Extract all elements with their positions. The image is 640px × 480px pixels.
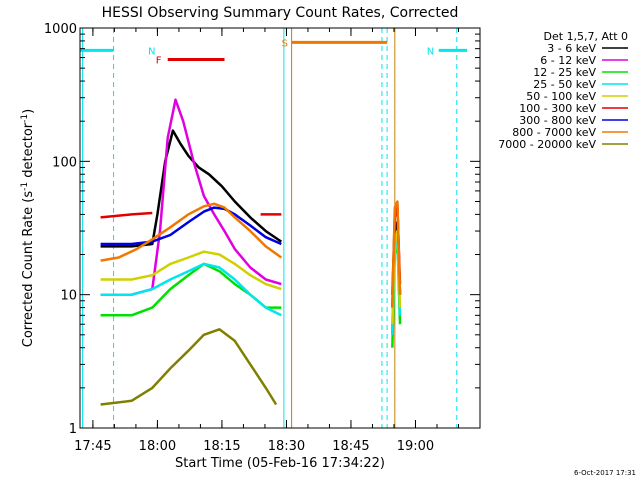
legend-label-2: 12 - 25 keV xyxy=(533,66,596,79)
legend-title: Det 1,5,7, Att 0 xyxy=(544,30,628,43)
series-line-0-seg-0 xyxy=(100,129,283,248)
x-tick-label-0: 17:45 xyxy=(74,439,111,454)
flag-label-1: N xyxy=(427,46,434,57)
legend-label-1: 6 - 12 keV xyxy=(540,54,596,67)
plot-frame xyxy=(79,27,481,429)
y-tick-label-2: 100 xyxy=(52,155,77,170)
legend-label-8: 7000 - 20000 keV xyxy=(498,138,596,151)
series-line-5-seg-0 xyxy=(100,211,153,219)
legend-label-0: 3 - 6 keV xyxy=(547,42,596,55)
flag-label-0: N xyxy=(148,46,155,57)
y-tick-label-1: 10 xyxy=(60,289,77,304)
chart-title: HESSI Observing Summary Count Rates, Cor… xyxy=(102,5,459,21)
series-line-3-seg-0 xyxy=(100,262,282,317)
series-line-7-seg-1 xyxy=(391,200,402,308)
x-tick-label-4: 18:45 xyxy=(332,439,369,454)
x-axis-label: Start Time (05-Feb-16 17:34:22) xyxy=(175,456,385,471)
legend-label-6: 300 - 800 keV xyxy=(519,114,596,127)
legend-label-4: 50 - 100 keV xyxy=(526,90,596,103)
y-tick-label-0: 1 xyxy=(69,422,77,437)
x-tick-label-5: 19:00 xyxy=(397,439,434,454)
y-axis: 1 10 100 1000 xyxy=(44,22,480,437)
flag-label-3: S xyxy=(282,38,288,49)
series-line-7-seg-0 xyxy=(100,202,283,262)
legend-label-3: 25 - 50 keV xyxy=(533,78,596,91)
series-line-8-seg-0 xyxy=(100,328,278,406)
flag-label-2: F xyxy=(156,56,162,67)
legend-label-7: 800 - 7000 keV xyxy=(512,126,596,139)
x-axis: 17:45 18:00 18:15 18:30 18:45 19:00 xyxy=(74,28,481,454)
series-line-1-seg-0 xyxy=(100,98,282,296)
series-line-4-seg-0 xyxy=(100,250,282,291)
x-tick-label-2: 18:15 xyxy=(203,439,240,454)
y-tick-label-3: 1000 xyxy=(44,22,77,37)
x-tick-label-1: 18:00 xyxy=(139,439,176,454)
legend-label-5: 100 - 300 keV xyxy=(519,102,596,115)
x-tick-label-3: 18:30 xyxy=(268,439,305,454)
footer-timestamp: 6-Oct-2017 17:31 xyxy=(574,469,636,477)
y-axis-label: Corrected Count Rate (s-1 detector-1) xyxy=(20,109,36,347)
